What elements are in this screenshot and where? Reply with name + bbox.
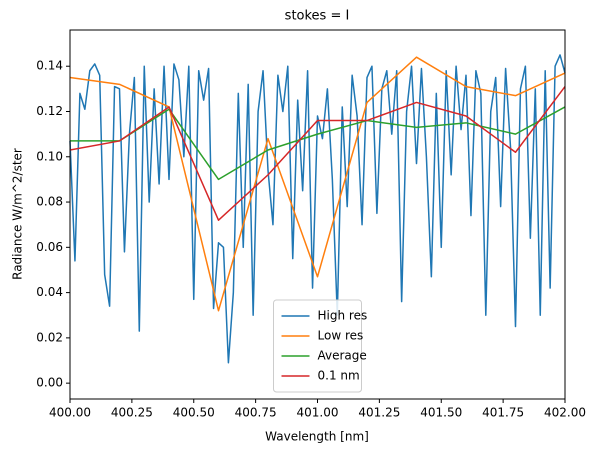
legend-label: Average bbox=[318, 349, 367, 363]
x-tick-label: 401.25 bbox=[358, 406, 400, 420]
x-tick-label: 401.00 bbox=[297, 406, 339, 420]
y-tick-label: 0.04 bbox=[36, 285, 63, 299]
legend-label: Low res bbox=[318, 329, 364, 343]
y-tick-label: 0.02 bbox=[36, 330, 63, 344]
y-tick-label: 0.00 bbox=[36, 376, 63, 390]
x-axis-label: Wavelength [nm] bbox=[265, 430, 369, 444]
series-line bbox=[69, 56, 566, 312]
x-tick-label: 401.50 bbox=[420, 406, 462, 420]
legend: High res Low res Average 0.1 nm bbox=[273, 299, 368, 393]
x-tick-label: 401.75 bbox=[482, 406, 524, 420]
series-line bbox=[70, 106, 566, 181]
y-tick-label: 0.12 bbox=[36, 104, 63, 118]
x-tick-label: 400.75 bbox=[235, 406, 277, 420]
y-tick-label: 0.10 bbox=[36, 149, 63, 163]
legend-box bbox=[273, 299, 362, 393]
axes-frame bbox=[69, 29, 566, 400]
x-tick-label: 400.25 bbox=[111, 406, 153, 420]
series-line bbox=[69, 86, 566, 221]
y-tick-label: 0.14 bbox=[36, 59, 63, 73]
y-axis-label: Radiance W/m^2/ster bbox=[11, 148, 25, 280]
legend-label: 0.1 nm bbox=[318, 369, 360, 383]
x-tick-label: 400.00 bbox=[49, 406, 91, 420]
y-tick-label: 0.06 bbox=[36, 240, 63, 254]
legend-label: High res bbox=[318, 309, 368, 323]
chart-title: stokes = I bbox=[285, 9, 350, 24]
x-tick-label: 402.00 bbox=[544, 406, 586, 420]
series-line bbox=[69, 54, 566, 364]
y-tick-label: 0.08 bbox=[36, 195, 63, 209]
x-tick-label: 400.50 bbox=[173, 406, 215, 420]
